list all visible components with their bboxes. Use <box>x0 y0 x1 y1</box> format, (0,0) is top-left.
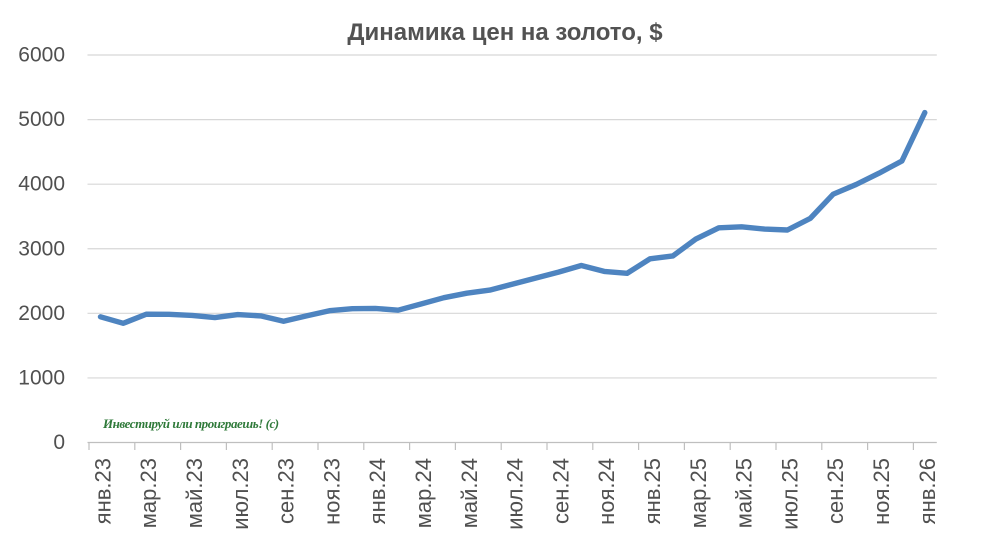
svg-text:5000: 5000 <box>18 108 65 131</box>
svg-text:сен.25: сен.25 <box>823 458 848 524</box>
svg-text:3000: 3000 <box>18 237 65 260</box>
svg-text:ноя.23: ноя.23 <box>319 458 344 525</box>
svg-text:янв.26: янв.26 <box>915 458 940 524</box>
svg-text:сен.23: сен.23 <box>274 458 299 524</box>
svg-text:6000: 6000 <box>18 44 65 67</box>
svg-text:янв.25: янв.25 <box>640 458 665 524</box>
svg-text:янв.24: янв.24 <box>365 458 390 524</box>
svg-text:сен.24: сен.24 <box>549 458 574 524</box>
svg-text:ноя.24: ноя.24 <box>594 458 619 525</box>
svg-text:ноя.25: ноя.25 <box>869 458 894 525</box>
svg-text:мар.23: мар.23 <box>136 458 161 528</box>
svg-text:июл.24: июл.24 <box>503 458 528 530</box>
svg-text:2000: 2000 <box>18 302 65 325</box>
svg-text:4000: 4000 <box>18 173 65 196</box>
svg-text:май.23: май.23 <box>182 458 207 528</box>
svg-text:июл.25: июл.25 <box>777 458 802 530</box>
svg-text:янв.23: янв.23 <box>91 458 116 524</box>
svg-text:май.24: май.24 <box>457 458 482 528</box>
svg-text:май.25: май.25 <box>732 458 757 528</box>
svg-text:мар.24: мар.24 <box>411 458 436 528</box>
svg-text:мар.25: мар.25 <box>686 458 711 528</box>
svg-text:0: 0 <box>53 431 65 454</box>
svg-text:Инвестируй или проиграешь! (с): Инвестируй или проиграешь! (с) <box>102 416 279 431</box>
svg-text:Динамика цен на золото, $: Динамика цен на золото, $ <box>347 19 663 46</box>
svg-text:июл.23: июл.23 <box>228 458 253 530</box>
svg-text:1000: 1000 <box>18 366 65 389</box>
